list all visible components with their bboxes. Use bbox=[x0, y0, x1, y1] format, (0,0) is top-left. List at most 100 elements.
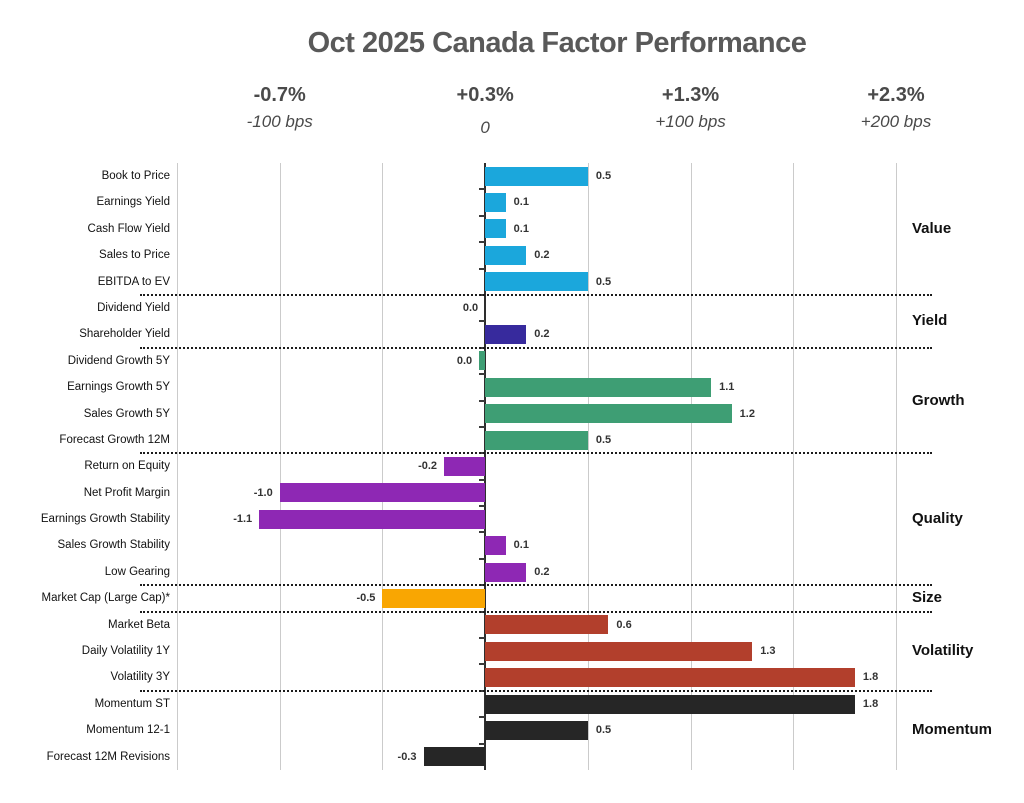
factor-label-earnings-growth-5y: Earnings Growth 5Y bbox=[67, 381, 170, 394]
factor-label-market-beta: Market Beta bbox=[108, 618, 170, 631]
category-label-size: Size bbox=[912, 589, 943, 607]
zero-axis-line bbox=[484, 163, 487, 770]
category-label-value: Value bbox=[912, 219, 952, 237]
axis-header-bps: +200 bps bbox=[860, 112, 932, 131]
value-label-ebitda-to-ev: 0.5 bbox=[595, 275, 612, 288]
axis-tick bbox=[479, 241, 486, 244]
factor-label-cash-flow-yield: Cash Flow Yield bbox=[87, 222, 170, 235]
bar-cash-flow-yield bbox=[485, 219, 506, 239]
gridline bbox=[382, 163, 384, 770]
value-label-earnings-growth-stability: -1.1 bbox=[233, 513, 253, 526]
axis-header-percent: +2.3% bbox=[867, 84, 925, 106]
value-label-forecast-12m-revisions: -0.3 bbox=[397, 750, 417, 763]
bar-shareholder-yield bbox=[485, 325, 527, 345]
axis-tick bbox=[479, 637, 486, 640]
value-label-earnings-growth-5y: 1.1 bbox=[719, 381, 735, 394]
axis-tick bbox=[479, 742, 486, 745]
axis-header-percent: +1.3% bbox=[661, 84, 720, 106]
axis-header-bps: +100 bps bbox=[655, 112, 726, 131]
factor-label-sales-growth-stability: Sales Growth Stability bbox=[57, 539, 171, 552]
value-label-volatility-3y: 1.8 bbox=[862, 671, 879, 684]
value-label-dividend-yield: 0.0 bbox=[462, 301, 479, 314]
bar-sales-to-price bbox=[485, 245, 527, 265]
axis-tick bbox=[479, 425, 486, 428]
gridline bbox=[587, 163, 589, 770]
group-separator bbox=[140, 610, 932, 613]
bar-market-beta bbox=[485, 615, 609, 635]
factor-label-dividend-growth-5y: Dividend Growth 5Y bbox=[67, 354, 170, 367]
value-label-market-beta: 0.6 bbox=[616, 618, 632, 631]
bar-market-cap-large-cap bbox=[382, 588, 486, 608]
axis-tick bbox=[479, 320, 486, 323]
factor-label-ebitda-to-ev: EBITDA to EV bbox=[97, 275, 170, 288]
bar-momentum-12-1 bbox=[485, 720, 588, 740]
factor-label-market-cap-large-cap: Market Cap (Large Cap)* bbox=[41, 592, 170, 605]
bar-dividend-growth-5y bbox=[479, 351, 486, 371]
axis-header-percent: -0.7% bbox=[253, 84, 306, 106]
group-separator bbox=[140, 584, 932, 587]
bar-low-gearing bbox=[485, 562, 527, 582]
factor-label-momentum-12-1: Momentum 12-1 bbox=[86, 724, 170, 737]
axis-tick bbox=[479, 373, 486, 376]
value-label-earnings-yield: 0.1 bbox=[513, 196, 529, 209]
value-label-dividend-growth-5y: 0.0 bbox=[456, 354, 473, 367]
bar-earnings-growth-5y bbox=[485, 377, 712, 397]
group-separator bbox=[140, 293, 932, 296]
factor-label-earnings-yield: Earnings Yield bbox=[96, 196, 170, 209]
bar-forecast-growth-12m bbox=[485, 430, 588, 450]
bar-sales-growth-stability bbox=[485, 536, 506, 556]
factor-label-forecast-growth-12m: Forecast Growth 12M bbox=[59, 433, 170, 446]
factor-label-net-profit-margin: Net Profit Margin bbox=[83, 486, 170, 499]
bar-volatility-3y bbox=[485, 668, 855, 688]
bar-sales-growth-5y bbox=[485, 404, 732, 424]
factor-label-daily-volatility-1y: Daily Volatility 1Y bbox=[81, 645, 170, 658]
group-separator bbox=[140, 689, 932, 692]
bar-forecast-12m-revisions bbox=[423, 747, 486, 767]
value-label-shareholder-yield: 0.2 bbox=[534, 328, 550, 341]
bar-daily-volatility-1y bbox=[485, 641, 753, 661]
axis-tick bbox=[479, 663, 486, 666]
bar-net-profit-margin bbox=[279, 483, 486, 503]
axis-tick bbox=[479, 716, 486, 719]
category-label-volatility: Volatility bbox=[912, 642, 974, 660]
value-label-market-cap-large-cap: -0.5 bbox=[356, 592, 376, 605]
group-separator bbox=[140, 346, 932, 349]
value-label-sales-growth-5y: 1.2 bbox=[739, 407, 755, 420]
value-label-sales-to-price: 0.2 bbox=[534, 249, 550, 262]
factor-label-return-on-equity: Return on Equity bbox=[84, 460, 170, 473]
value-label-momentum-st: 1.8 bbox=[862, 697, 879, 710]
gridline bbox=[896, 163, 897, 770]
axis-header-bps: -100 bps bbox=[246, 112, 313, 131]
axis-tick bbox=[479, 214, 486, 217]
gridline bbox=[690, 163, 692, 770]
category-label-yield: Yield bbox=[912, 312, 948, 330]
bar-momentum-st bbox=[485, 694, 855, 714]
value-label-sales-growth-stability: 0.1 bbox=[513, 539, 529, 552]
group-separator bbox=[140, 452, 932, 455]
value-label-momentum-12-1: 0.5 bbox=[595, 724, 612, 737]
category-label-momentum: Momentum bbox=[912, 721, 992, 739]
factor-label-book-to-price: Book to Price bbox=[101, 170, 170, 182]
value-label-forecast-growth-12m: 0.5 bbox=[595, 433, 612, 446]
value-label-daily-volatility-1y: 1.3 bbox=[760, 645, 776, 658]
axis-tick bbox=[479, 531, 486, 534]
factor-label-sales-to-price: Sales to Price bbox=[99, 249, 170, 262]
value-label-cash-flow-yield: 0.1 bbox=[513, 222, 529, 235]
bar-earnings-yield bbox=[485, 193, 506, 213]
axis-tick bbox=[479, 557, 486, 560]
factor-label-earnings-growth-stability: Earnings Growth Stability bbox=[40, 513, 170, 526]
chart-title: Oct 2025 Canada Factor Performance bbox=[307, 27, 807, 59]
bar-earnings-growth-stability bbox=[259, 509, 486, 529]
axis-tick bbox=[479, 505, 486, 508]
factor-label-shareholder-yield: Shareholder Yield bbox=[79, 328, 170, 341]
axis-tick bbox=[479, 478, 486, 481]
category-label-quality: Quality bbox=[912, 510, 963, 528]
axis-tick bbox=[479, 399, 486, 402]
axis-header-percent: +0.3% bbox=[456, 84, 514, 106]
bar-ebitda-to-ev bbox=[485, 272, 588, 292]
value-label-net-profit-margin: -1.0 bbox=[253, 486, 273, 499]
axis-tick bbox=[479, 188, 486, 191]
axis-tick bbox=[479, 267, 486, 270]
factor-label-low-gearing: Low Gearing bbox=[104, 565, 170, 578]
